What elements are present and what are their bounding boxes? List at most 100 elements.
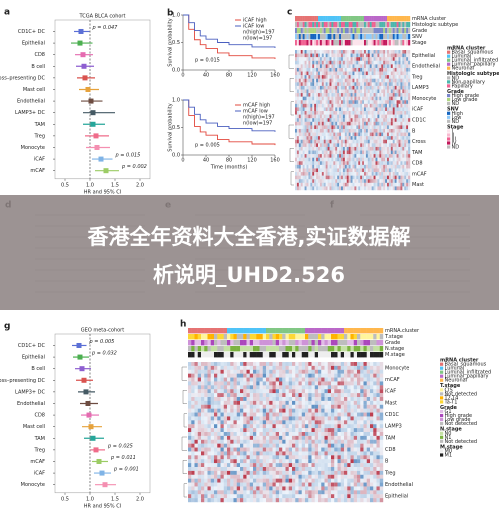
- annotation-cell: [346, 34, 349, 40]
- heatmap-cell: [367, 78, 370, 83]
- heatmap-cell: [383, 146, 386, 151]
- heatmap-cell: [300, 107, 303, 112]
- heatmap-cell: [314, 64, 316, 68]
- heatmap-cell: [308, 168, 311, 173]
- heatmap-cell: [341, 78, 344, 83]
- heatmap-cell: [385, 57, 388, 61]
- heatmap-cell: [342, 172, 346, 176]
- heatmap-cell: [318, 60, 321, 65]
- heatmap-cell: [364, 85, 367, 90]
- heatmap-cell: [346, 53, 349, 58]
- heatmap-cell: [344, 157, 347, 162]
- heatmap-cell: [404, 125, 407, 130]
- heatmap-cell: [394, 154, 397, 158]
- heatmap-cell: [388, 111, 392, 115]
- heatmap-cell: [375, 161, 378, 166]
- heatmap-cell: [314, 136, 317, 140]
- heatmap-cell: [346, 75, 349, 79]
- heatmap-cell: [346, 103, 349, 108]
- heatmap-cell: [319, 82, 323, 87]
- heatmap-cell: [300, 64, 303, 69]
- heatmap-cell: [377, 67, 380, 72]
- heatmap-cell: [400, 64, 403, 69]
- heatmap-cell: [381, 143, 383, 147]
- heatmap-cell: [364, 182, 367, 187]
- heatmap-cell: [388, 93, 392, 97]
- heatmap-cell: [314, 164, 317, 169]
- heatmap-cell: [360, 154, 363, 158]
- heatmap-cell: [375, 143, 378, 148]
- heatmap-cell: [385, 100, 388, 105]
- heatmap-cell: [341, 175, 344, 180]
- heatmap-cell: [388, 172, 392, 176]
- heatmap-cell: [360, 97, 362, 101]
- heatmap-cell: [374, 61, 376, 65]
- heatmap-cell: [375, 82, 378, 87]
- heatmap-cell: [348, 121, 351, 126]
- heatmap-cell: [318, 114, 321, 119]
- heatmap-cell: [321, 75, 324, 79]
- heatmap-cell: [360, 161, 363, 166]
- heatmap-cell: [373, 125, 376, 130]
- heatmap-cell: [345, 179, 347, 183]
- survival-curve: [183, 14, 276, 59]
- annotation-cell: [329, 34, 332, 40]
- heatmap-cell: [325, 50, 328, 54]
- heatmap-cell: [354, 164, 357, 169]
- heatmap-cell: [388, 107, 392, 112]
- heatmap-cell: [314, 118, 317, 122]
- heatmap-cell: [404, 89, 407, 94]
- heatmap-cell: [296, 57, 300, 61]
- heatmap-cell: [360, 136, 363, 140]
- heatmap-cell: [373, 179, 376, 184]
- heatmap-cell: [310, 85, 313, 90]
- heatmap-cell: [390, 60, 393, 65]
- heatmap-cell: [364, 67, 367, 72]
- heatmap-cell: [358, 132, 361, 137]
- heatmap-cell: [385, 128, 388, 133]
- heatmap-cell: [385, 154, 388, 158]
- heatmap-cell: [331, 164, 334, 169]
- heatmap-cell: [408, 93, 411, 97]
- heatmap-cell: [350, 150, 353, 155]
- heatmap-cell: [295, 107, 298, 112]
- heatmap-cell: [324, 54, 326, 58]
- heatmap-cell: [296, 100, 300, 105]
- heatmap-cell: [298, 67, 301, 72]
- heatmap-cell: [308, 172, 311, 176]
- heatmap-cell: [318, 161, 321, 166]
- heatmap-cell: [318, 53, 321, 58]
- heatmap-cell: [381, 96, 384, 101]
- heatmap-cell: [358, 164, 361, 169]
- heatmap-cell: [356, 136, 359, 140]
- heatmap-cell: [306, 114, 309, 119]
- heatmap-cell: [373, 67, 376, 72]
- heatmap-cell: [329, 121, 332, 126]
- heatmap-cell: [310, 128, 313, 133]
- heatmap-cell: [295, 161, 297, 165]
- heatmap-cell: [298, 157, 301, 162]
- heatmap-cell: [312, 111, 315, 115]
- heatmap-cell: [383, 50, 386, 54]
- heatmap-cell: [352, 78, 355, 83]
- heatmap-cell: [337, 82, 340, 87]
- heatmap-cell: [400, 82, 403, 87]
- survival-curve: [183, 99, 276, 132]
- heatmap-cell: [314, 107, 317, 112]
- annotation-cell: [367, 28, 370, 34]
- heatmap-cell: [367, 161, 370, 166]
- x-tick-label: 40: [203, 73, 209, 79]
- heatmap-cell: [295, 143, 298, 148]
- heatmap-cell: [349, 68, 351, 72]
- heatmap-cell: [387, 100, 390, 105]
- heatmap-cell: [406, 114, 409, 119]
- note: n(low)=197: [243, 121, 272, 127]
- heatmap-cell: [327, 60, 330, 65]
- heatmap-cell: [396, 114, 399, 119]
- heatmap-cell: [323, 121, 326, 126]
- heatmap-cell: [402, 78, 405, 83]
- heatmap-cell: [306, 111, 309, 115]
- heatmap-cell: [310, 118, 313, 122]
- heatmap-cell: [312, 71, 315, 76]
- heatmap-cell: [346, 182, 349, 187]
